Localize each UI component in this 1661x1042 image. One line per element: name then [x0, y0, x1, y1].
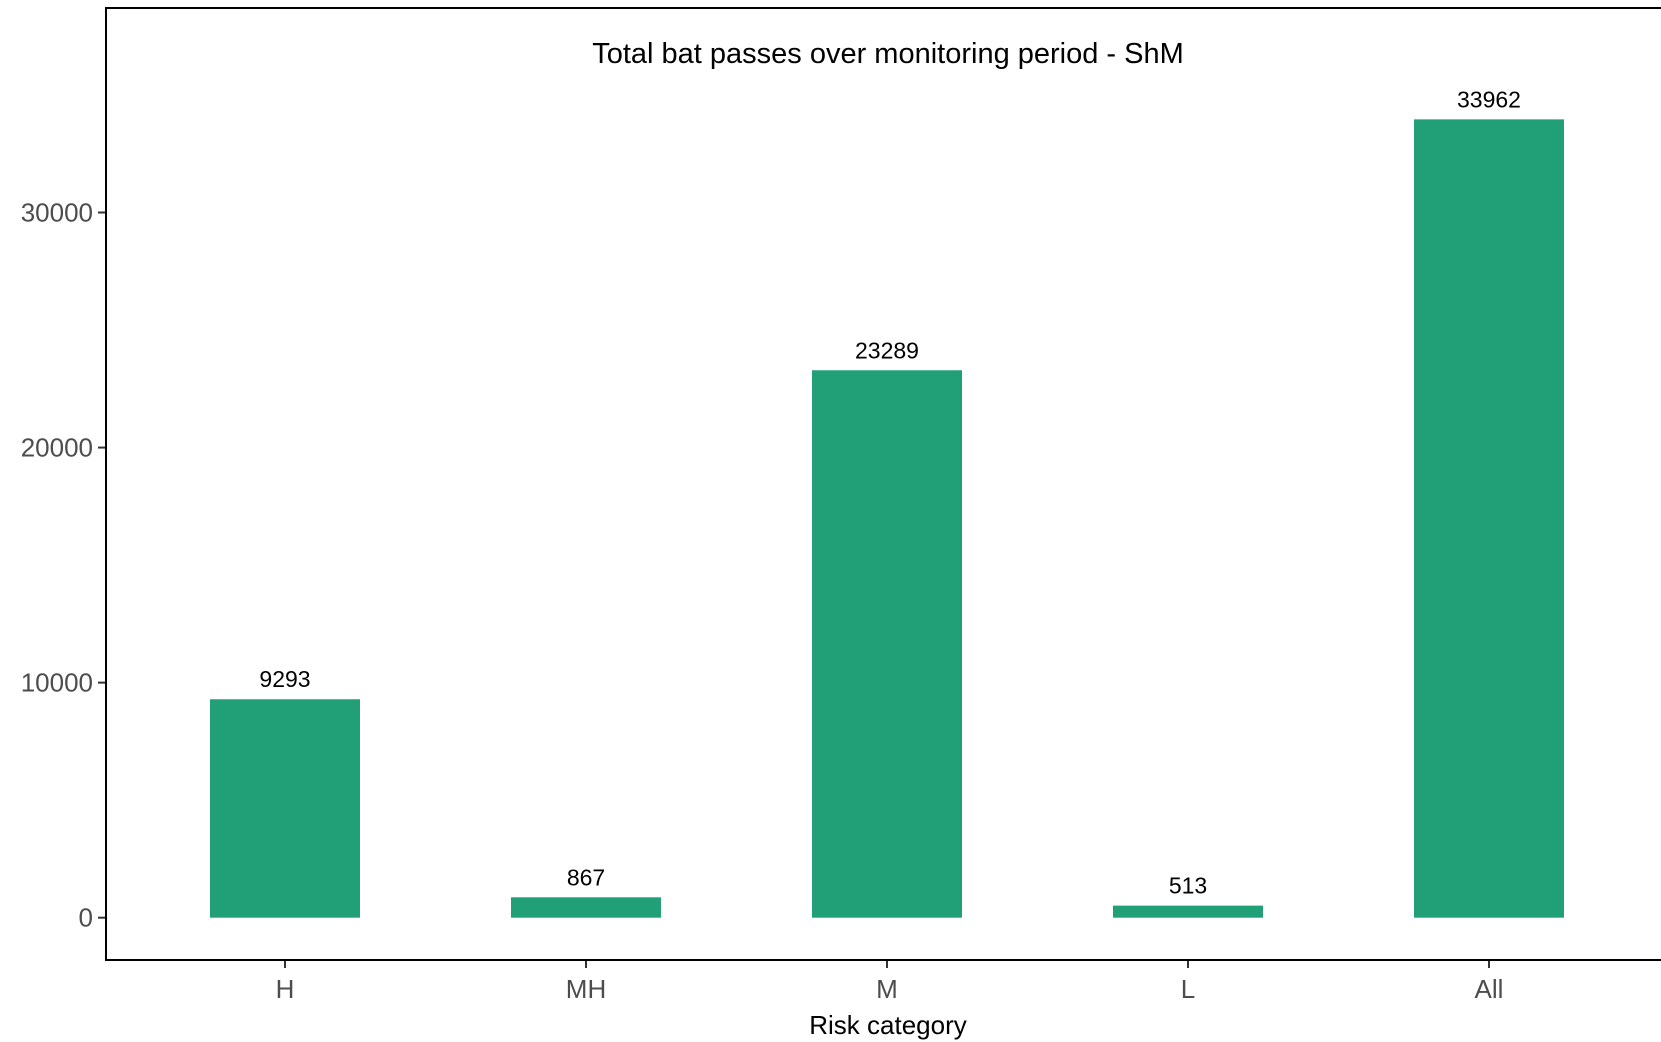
bar-l: [1113, 905, 1263, 918]
x-tick-label-l: L: [1181, 974, 1195, 1004]
bar-mh: [511, 897, 661, 918]
bar-value-label-mh: 867: [567, 864, 605, 890]
value-labels-group: 9293 867 23289 513 33962: [259, 86, 1521, 898]
y-tick-label-0: 0: [79, 903, 93, 933]
x-tick-label-all: All: [1475, 974, 1504, 1004]
x-axis: H MH M L All: [276, 960, 1504, 1004]
x-tick-label-h: H: [276, 974, 295, 1004]
bar-value-label-m: 23289: [855, 337, 919, 363]
bar-m: [812, 370, 962, 918]
y-tick-label-10000: 10000: [21, 668, 93, 698]
x-axis-title: Risk category: [809, 1010, 967, 1040]
bar-all: [1414, 119, 1564, 918]
y-tick-label-20000: 20000: [21, 433, 93, 463]
bar-value-label-l: 513: [1169, 873, 1207, 899]
x-tick-label-mh: MH: [566, 974, 606, 1004]
y-tick-label-30000: 30000: [21, 198, 93, 228]
y-axis: 0 10000 20000 30000: [21, 198, 106, 933]
bar-value-label-all: 33962: [1457, 86, 1521, 112]
plot-panel-border: [105, 7, 1661, 961]
bars-group: [210, 119, 1564, 918]
bar-h: [210, 699, 360, 918]
chart-title: Total bat passes over monitoring period …: [592, 38, 1184, 70]
x-tick-label-m: M: [876, 974, 898, 1004]
bar-value-label-h: 9293: [259, 666, 310, 692]
